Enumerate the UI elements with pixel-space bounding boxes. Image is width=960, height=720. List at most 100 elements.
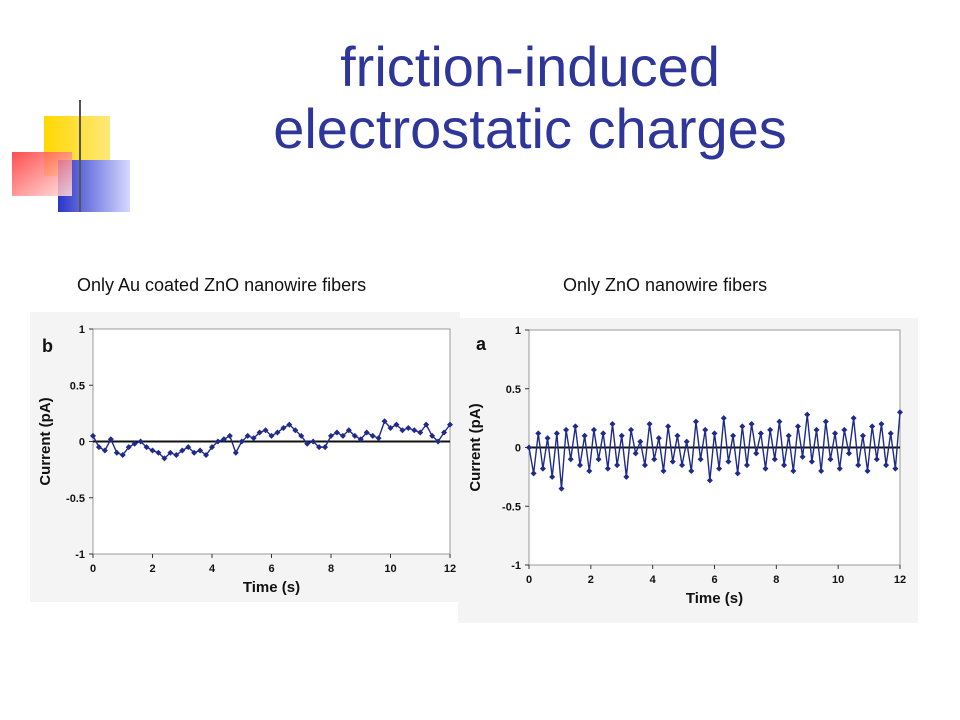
data-point bbox=[660, 468, 667, 474]
data-point bbox=[322, 444, 329, 451]
chart-svg: 1 0.5 0 -0.5 -1 0 2 4 6 8 10 12 Time (s) Current (pA)… bbox=[30, 312, 460, 602]
data-point bbox=[637, 438, 644, 445]
caption-au-coated: Only Au coated ZnO nanowire fibers bbox=[77, 275, 367, 295]
panel-label: b bbox=[42, 336, 53, 356]
slide-decoration bbox=[12, 100, 880, 212]
data-point bbox=[539, 465, 546, 472]
data-point bbox=[369, 432, 376, 439]
x-tick-label: 6 bbox=[268, 563, 274, 575]
data-point bbox=[214, 438, 221, 445]
data-point bbox=[298, 432, 305, 439]
data-point bbox=[799, 453, 806, 460]
data-point bbox=[692, 418, 699, 425]
title-line-2: electrostatic charges bbox=[273, 97, 787, 160]
data-point bbox=[447, 421, 453, 428]
data-point bbox=[679, 462, 686, 469]
data-point bbox=[614, 462, 621, 469]
data-point bbox=[869, 423, 876, 430]
y-tick-label: 0.5 bbox=[70, 380, 85, 392]
data-point bbox=[333, 429, 340, 436]
data-point bbox=[595, 456, 602, 463]
data-point bbox=[526, 444, 532, 451]
y-axis-label: Current (pA) bbox=[467, 403, 484, 491]
data-point bbox=[702, 426, 709, 433]
data-point bbox=[375, 435, 382, 442]
data-point bbox=[720, 415, 727, 422]
data-point bbox=[167, 449, 174, 456]
y-axis-label: Current (pA) bbox=[37, 397, 54, 485]
data-point bbox=[553, 430, 560, 437]
data-point bbox=[286, 421, 293, 428]
data-point bbox=[813, 426, 820, 433]
data-point bbox=[767, 426, 774, 433]
data-point bbox=[405, 425, 412, 431]
data-point bbox=[706, 477, 713, 484]
data-point bbox=[771, 456, 778, 463]
data-point bbox=[250, 435, 257, 442]
data-point bbox=[131, 440, 138, 447]
data-point bbox=[119, 452, 126, 458]
data-point bbox=[101, 447, 108, 454]
y-tick-label: 0 bbox=[79, 437, 85, 449]
data-point bbox=[203, 452, 210, 458]
data-point bbox=[143, 444, 150, 451]
data-point bbox=[363, 429, 370, 436]
data-point bbox=[836, 465, 843, 472]
data-point bbox=[238, 438, 245, 445]
data-point bbox=[563, 426, 570, 433]
data-point bbox=[739, 423, 746, 430]
data-point bbox=[581, 432, 588, 439]
data-point bbox=[226, 432, 233, 439]
x-tick-label: 10 bbox=[384, 563, 396, 575]
data-point bbox=[304, 440, 311, 447]
data-point bbox=[530, 470, 537, 477]
data-point bbox=[785, 432, 792, 439]
data-point bbox=[90, 432, 96, 439]
slide-title: friction-induced electrostatic charges bbox=[180, 36, 880, 160]
data-point bbox=[818, 468, 825, 474]
data-point bbox=[628, 426, 635, 433]
data-point bbox=[651, 456, 658, 463]
data-point bbox=[808, 458, 815, 465]
data-point bbox=[604, 465, 611, 472]
y-tick-label: 1 bbox=[79, 324, 85, 336]
data-point bbox=[262, 427, 269, 434]
y-tick-label: -1 bbox=[511, 560, 521, 572]
x-tick-label: 0 bbox=[90, 563, 96, 575]
data-point bbox=[845, 450, 852, 457]
data-point bbox=[179, 447, 186, 454]
data-point bbox=[339, 432, 346, 439]
data-point bbox=[609, 421, 616, 427]
data-point bbox=[393, 421, 400, 428]
chart-zno-only: 1 0.5 0 -0.5 -1 0 2 4 6 8 10 12 Time (s) Current (pA)… bbox=[458, 318, 918, 623]
data-point bbox=[776, 418, 783, 425]
x-tick-label: 10 bbox=[832, 574, 844, 586]
data-point bbox=[641, 462, 648, 469]
red-square bbox=[12, 152, 72, 196]
data-point bbox=[655, 435, 662, 442]
data-point bbox=[191, 449, 198, 456]
data-point bbox=[841, 426, 848, 433]
data-point bbox=[423, 421, 430, 428]
x-tick-label: 8 bbox=[328, 563, 334, 575]
data-point bbox=[743, 462, 750, 469]
data-point bbox=[220, 436, 227, 443]
data-point bbox=[730, 432, 737, 439]
data-point bbox=[357, 436, 364, 443]
data-point bbox=[892, 465, 899, 472]
data-point bbox=[310, 438, 317, 445]
data-point bbox=[832, 430, 839, 437]
data-point bbox=[822, 418, 829, 425]
data-point bbox=[646, 421, 653, 427]
data-point bbox=[441, 429, 448, 436]
data-point bbox=[417, 429, 424, 436]
data-point bbox=[345, 427, 352, 434]
data-point bbox=[268, 432, 275, 439]
x-tick-label: 12 bbox=[444, 563, 456, 575]
data-point bbox=[535, 430, 542, 437]
y-tick-label: -1 bbox=[75, 549, 85, 561]
data-point bbox=[697, 456, 704, 463]
data-point bbox=[292, 427, 299, 434]
data-point bbox=[113, 449, 120, 456]
data-point bbox=[753, 450, 760, 457]
